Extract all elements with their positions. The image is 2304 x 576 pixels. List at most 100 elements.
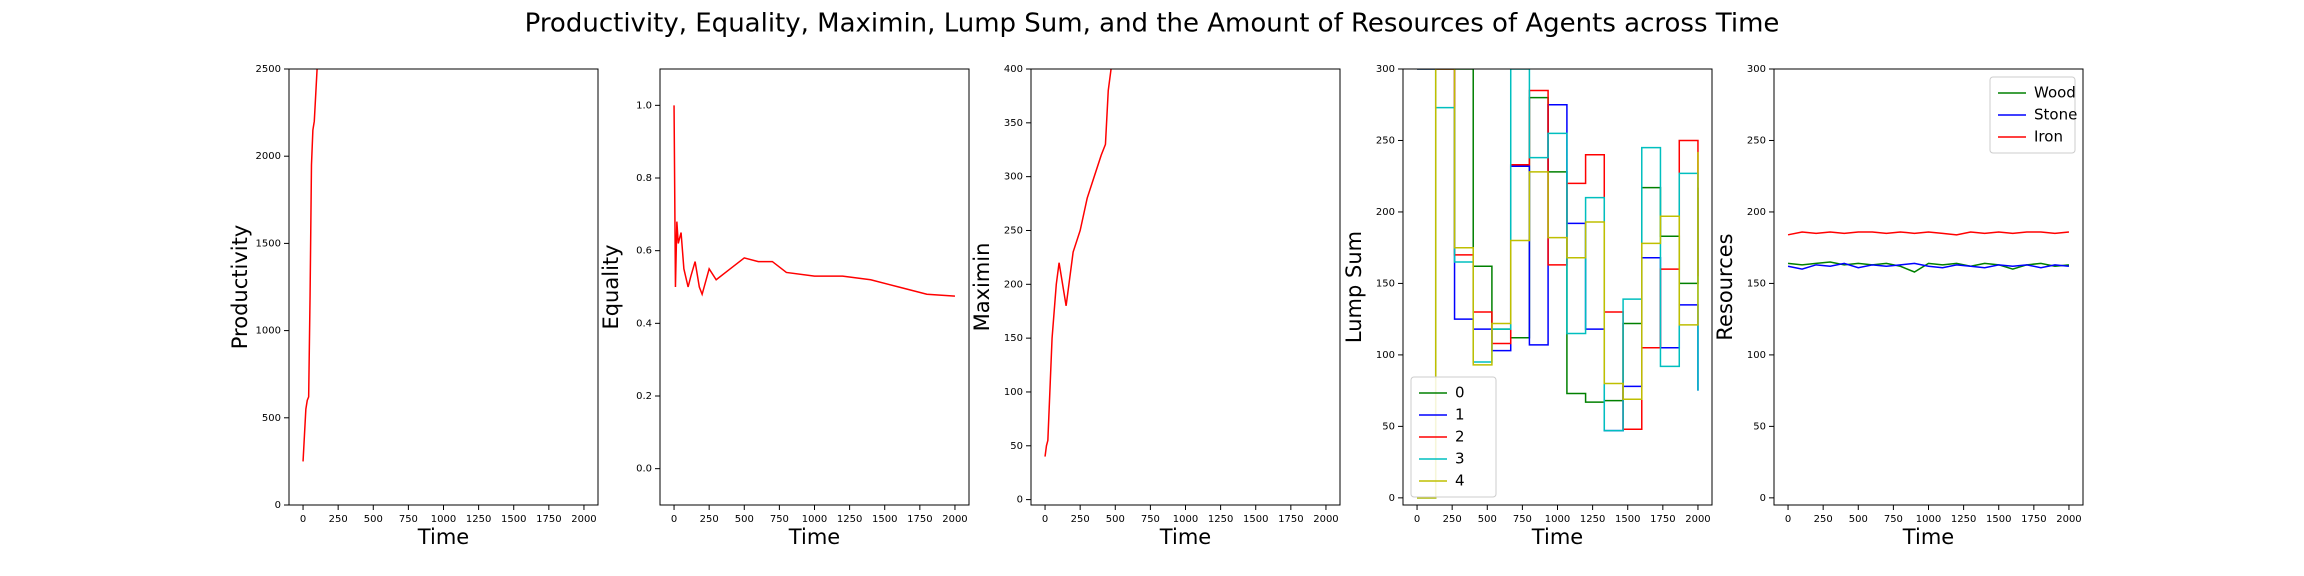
y-tick-label: 2500 xyxy=(256,64,281,75)
y-tick-label: 0.0 xyxy=(636,464,652,475)
legend-label: Stone xyxy=(2034,106,2077,124)
x-tick-label: 500 xyxy=(1478,514,1497,525)
x-tick-label: 1000 xyxy=(1545,514,1570,525)
y-axis-label: Lump Sum xyxy=(1342,231,1366,343)
data-line xyxy=(1417,69,1699,499)
legend: 0 1 2 3 4 xyxy=(1410,376,1497,498)
y-axis-label: Resources xyxy=(1713,233,1737,340)
x-tick-label: 250 xyxy=(1814,514,1833,525)
y-tick-label: 250 xyxy=(1376,135,1395,146)
y-tick-label: 300 xyxy=(1376,64,1395,75)
legend-label: 0 xyxy=(1455,384,1465,402)
y-tick-label: 250 xyxy=(1747,135,1766,146)
x-tick-label: 2000 xyxy=(942,514,967,525)
y-tick-label: 0 xyxy=(1017,495,1023,506)
x-tick-label: 1500 xyxy=(872,514,897,525)
plot-area xyxy=(1787,231,2070,273)
x-tick-label: 1750 xyxy=(1278,514,1303,525)
x-axis-label: Time xyxy=(788,525,840,549)
x-tick-label: 750 xyxy=(399,514,418,525)
y-tick-label: 100 xyxy=(1004,387,1023,398)
x-tick-label: 0 xyxy=(1414,514,1420,525)
subplot: 0 250 500 750 1000 1250 1500 1750 20000501001502… xyxy=(1342,64,1713,549)
data-line xyxy=(1044,69,1112,457)
x-tick-label: 500 xyxy=(1849,514,1868,525)
x-axis-label: Time xyxy=(417,525,469,549)
legend-label: 1 xyxy=(1455,406,1465,424)
x-tick-label: 750 xyxy=(1141,514,1160,525)
subplot: 0 250 500 750 1000 1250 1500 1750 20000501001502… xyxy=(1713,64,2084,549)
x-tick-label: 1500 xyxy=(501,514,526,525)
x-tick-label: 1250 xyxy=(1951,514,1976,525)
x-tick-label: 1250 xyxy=(837,514,862,525)
axes-frame xyxy=(1773,68,2084,506)
y-tick-label: 0.4 xyxy=(636,318,652,329)
y-tick-label: 200 xyxy=(1747,207,1766,218)
x-tick-label: 1000 xyxy=(1916,514,1941,525)
y-tick-label: 200 xyxy=(1376,207,1395,218)
y-tick-label: 150 xyxy=(1747,278,1766,289)
x-tick-label: 750 xyxy=(1513,514,1532,525)
y-tick-label: 150 xyxy=(1376,278,1395,289)
y-tick-label: 250 xyxy=(1004,225,1023,236)
y-tick-label: 1.0 xyxy=(636,100,652,111)
legend-label: 2 xyxy=(1455,428,1465,446)
axes-frame xyxy=(659,68,970,506)
y-tick-label: 150 xyxy=(1004,333,1023,344)
x-tick-label: 1250 xyxy=(1208,514,1233,525)
y-axis-label: Maximin xyxy=(970,243,994,332)
y-tick-label: 0.6 xyxy=(636,246,652,257)
subplot: 0 250 500 750 1000 1250 1500 1750 20000501001502… xyxy=(970,64,1341,549)
y-tick-label: 50 xyxy=(1382,421,1395,432)
x-tick-label: 2000 xyxy=(2056,514,2081,525)
y-tick-label: 0.2 xyxy=(636,391,652,402)
x-tick-label: 2000 xyxy=(1685,514,1710,525)
data-line xyxy=(1787,231,2070,236)
data-line xyxy=(302,69,318,462)
x-tick-label: 750 xyxy=(1884,514,1903,525)
data-line xyxy=(673,105,956,297)
x-tick-label: 1000 xyxy=(1173,514,1198,525)
legend-label: Wood xyxy=(2034,84,2076,102)
x-tick-label: 0 xyxy=(1042,514,1048,525)
y-tick-label: 0 xyxy=(1760,493,1766,504)
x-tick-label: 250 xyxy=(1071,514,1090,525)
y-tick-label: 1000 xyxy=(256,326,281,337)
legend-label: 4 xyxy=(1455,472,1465,490)
y-axis-label: Equality xyxy=(599,244,623,329)
x-tick-label: 1250 xyxy=(466,514,491,525)
subplot: 0 250 500 750 1000 1250 1500 1750 2000 0.0 0.2 0.4 0… xyxy=(599,68,970,549)
x-tick-label: 1750 xyxy=(907,514,932,525)
x-tick-label: 500 xyxy=(364,514,383,525)
y-tick-label: 300 xyxy=(1747,64,1766,75)
x-tick-label: 1500 xyxy=(1615,514,1640,525)
plot-area xyxy=(1044,69,1112,457)
x-tick-label: 0 xyxy=(1785,514,1791,525)
x-tick-label: 250 xyxy=(700,514,719,525)
x-tick-label: 2000 xyxy=(1313,514,1338,525)
x-tick-label: 250 xyxy=(329,514,348,525)
x-axis-label: Time xyxy=(1531,525,1583,549)
legend-label: Iron xyxy=(2034,128,2063,146)
x-tick-label: 500 xyxy=(1106,514,1125,525)
axes-frame xyxy=(1402,68,1713,506)
plot-area xyxy=(302,69,318,462)
axes-frame xyxy=(288,68,599,506)
x-tick-label: 1500 xyxy=(1243,514,1268,525)
y-tick-label: 300 xyxy=(1004,172,1023,183)
x-tick-label: 1750 xyxy=(536,514,561,525)
y-tick-label: 1500 xyxy=(256,238,281,249)
y-tick-label: 100 xyxy=(1376,350,1395,361)
figure-title: Productivity, Equality, Maximin, Lump Su… xyxy=(525,9,1780,39)
legend-box xyxy=(1989,76,2076,154)
y-tick-label: 0 xyxy=(275,500,281,511)
y-tick-label: 100 xyxy=(1747,350,1766,361)
y-tick-label: 50 xyxy=(1753,421,1766,432)
y-tick-label: 0.8 xyxy=(636,173,652,184)
legend-label: 3 xyxy=(1455,450,1465,468)
x-tick-label: 1750 xyxy=(2021,514,2046,525)
legend-box xyxy=(1410,376,1497,498)
data-line xyxy=(1787,262,2070,270)
